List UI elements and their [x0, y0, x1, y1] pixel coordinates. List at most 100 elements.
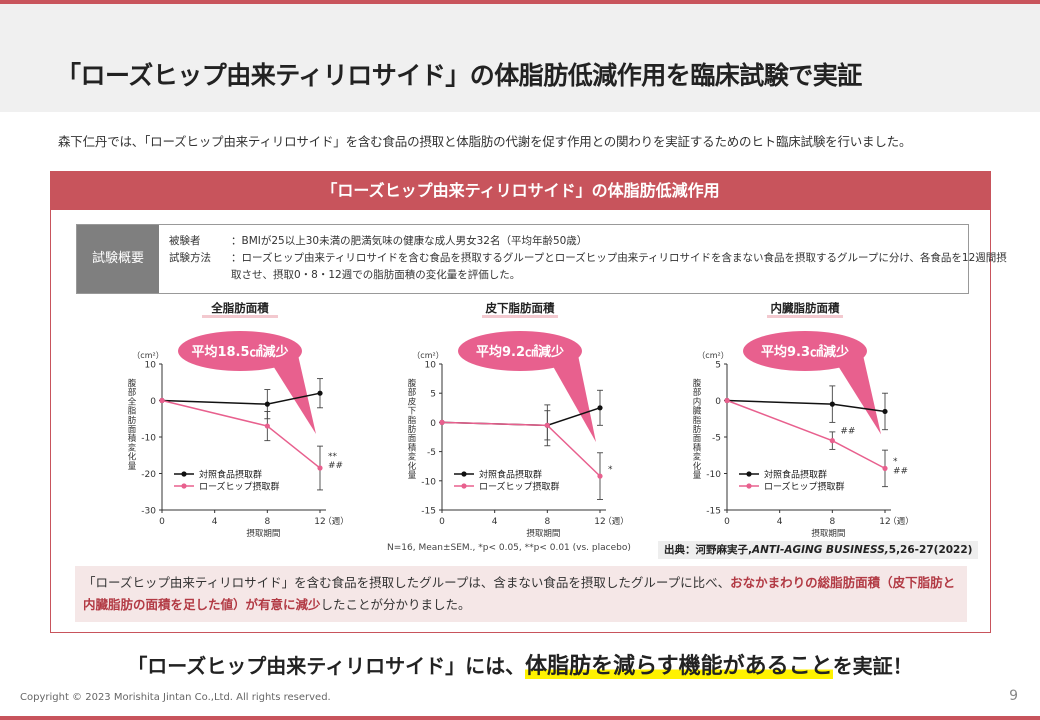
- chart-title: 全脂肪面積: [210, 301, 269, 315]
- y-tick-label: -10: [421, 477, 436, 487]
- y-axis-label-char: 化: [693, 461, 702, 472]
- significance-mark: ##: [840, 426, 855, 436]
- source-suffix: 5,26-27(2022): [888, 544, 973, 556]
- page-number: 9: [1009, 688, 1018, 704]
- y-axis-label-char: 肪: [128, 415, 137, 426]
- data-point: [829, 438, 835, 444]
- y-axis-label-char: 量: [128, 462, 137, 472]
- callout-tail: [550, 355, 596, 443]
- conclusion-highlight: 体脂肪を減らす機能があること: [525, 654, 833, 679]
- y-unit: （cm²）: [412, 351, 443, 360]
- y-axis-label-char: 化: [408, 461, 417, 472]
- y-axis-label-char: 量: [408, 471, 417, 481]
- conclusion-1: 「ローズヒップ由来ティリロサイド」には、: [127, 654, 526, 678]
- y-axis-label-char: 脂: [693, 415, 702, 426]
- copyright: Copyright © 2023 Morishita Jintan Co.,Lt…: [20, 692, 331, 703]
- panel-title: 「ローズヒップ由来ティリロサイド」の体脂肪低減作用: [51, 172, 990, 210]
- y-axis-label-char: 内: [693, 396, 702, 407]
- legend-label: ローズヒップ摂取群: [479, 481, 560, 493]
- legend-label: ローズヒップ摂取群: [764, 481, 845, 493]
- y-axis-label-char: 部: [693, 387, 702, 398]
- y-axis-label-char: 肪: [408, 424, 417, 435]
- y-tick-label: -15: [421, 507, 436, 517]
- x-tick-label: 4: [492, 517, 498, 527]
- chart-title: 皮下脂肪面積: [485, 301, 555, 315]
- significance-mark: ##: [328, 461, 343, 471]
- intro-text: 森下仁丹では、「ローズヒップ由来ティリロサイド」を含む食品の摂取と体脂肪の代謝を…: [58, 134, 912, 149]
- page-title: 「ローズヒップ由来ティリロサイド」の体脂肪低減作用を臨床試験で実証: [56, 61, 862, 90]
- y-tick-label: -10: [706, 470, 721, 480]
- summary-text-1: 「ローズヒップ由来ティリロサイド」を含む食品を摂取したグループは、含まない食品を…: [83, 575, 731, 590]
- data-point: [882, 465, 888, 471]
- x-tick-label: 12: [594, 517, 605, 527]
- series-line-1: [726, 399, 886, 470]
- y-axis-label-char: 積: [693, 442, 702, 453]
- y-axis-label-char: 化: [128, 452, 137, 463]
- y-tick-label: -15: [706, 507, 721, 517]
- callout-text: 平均9.3㎠減少: [761, 344, 849, 360]
- y-tick-label: 5: [430, 390, 436, 400]
- chart-total-fat: 全脂肪面積 10 0 -10 -20 -30 0 4 8 12 （週） 摂取期間 （cm²）腹部全脂肪面…: [120, 296, 390, 545]
- data-point: [829, 401, 835, 407]
- source-citation: 出典：河野麻実子,ANTI-AGING BUSINESS,5,26-27(202…: [658, 541, 979, 559]
- y-axis-label-char: 腹: [128, 378, 137, 389]
- y-tick-label: 0: [430, 419, 436, 429]
- y-axis-label-char: 変: [693, 452, 702, 463]
- y-axis-label-char: 面: [693, 434, 702, 444]
- x-tick-label: 8: [829, 517, 835, 527]
- series-line-1: [161, 399, 321, 469]
- y-axis-label-char: 腹: [408, 378, 417, 389]
- legend-marker: [461, 483, 467, 489]
- y-tick-label: 5: [715, 361, 721, 371]
- y-axis-label-char: 部: [408, 387, 417, 398]
- y-axis-label-char: 面: [408, 434, 417, 444]
- y-axis-label-char: 積: [408, 442, 417, 453]
- y-tick-label: 10: [145, 361, 157, 371]
- summary-emphasis: おなかまわりの総脂肪面積（皮下脂肪と内臓脂肪の面積を足した値）が有意に減少: [83, 575, 956, 612]
- x-tick-label: 4: [777, 517, 783, 527]
- y-axis-label-char: 量: [693, 471, 702, 481]
- y-axis-label-char: 脂: [408, 415, 417, 426]
- data-point: [882, 408, 888, 415]
- source-journal: ANTI-AGING BUSINESS,: [752, 544, 889, 556]
- x-tick-label: 0: [159, 517, 165, 527]
- data-point: [724, 397, 730, 404]
- legend-marker: [181, 471, 187, 477]
- legend-label: 対照食品摂取群: [764, 469, 827, 481]
- conclusion: 「ローズヒップ由来ティリロサイド」には、体脂肪を減らす機能があることを実証！: [0, 648, 1040, 680]
- x-axis-label: 摂取期間: [246, 528, 280, 539]
- callout-text: 平均18.5㎠減少: [191, 344, 288, 360]
- y-axis-label-char: 面: [128, 425, 137, 435]
- summary-box: 「ローズヒップ由来ティリロサイド」を含む食品を摂取したグループは、含まない食品を…: [75, 566, 967, 622]
- chart-title: 内臓脂肪面積: [771, 301, 840, 315]
- y-axis-label-char: 部: [128, 387, 137, 398]
- y-tick-label: -5: [427, 448, 436, 458]
- x-axis-label: 摂取期間: [526, 528, 560, 539]
- callout-bubble: [178, 331, 302, 371]
- legend-label: 対照食品摂取群: [199, 469, 262, 481]
- data-point: [159, 397, 165, 404]
- header: 「ローズヒップ由来ティリロサイド」の体脂肪低減作用を臨床試験で実証: [0, 4, 1040, 112]
- y-axis-label-char: 全: [128, 396, 137, 407]
- chart-subcutaneous-fat: 皮下脂肪面積 10 5 0 -5 -10 -15 0 4 8 12 （週） 摂取期間 （cm²）腹部皮下脂…: [400, 296, 670, 545]
- y-axis-label-char: 下: [408, 407, 417, 417]
- callout-tail: [835, 355, 881, 435]
- data-point: [597, 473, 603, 479]
- x-axis-label: 摂取期間: [811, 528, 845, 539]
- y-tick-label: 0: [150, 397, 156, 407]
- y-unit: （cm²）: [697, 351, 728, 360]
- legend-marker: [746, 483, 752, 489]
- legend-marker: [181, 483, 187, 489]
- x-tick-label: 4: [212, 517, 218, 527]
- callout-tail: [270, 355, 316, 435]
- data-point: [439, 419, 445, 425]
- x-tick-label: 12: [879, 517, 890, 527]
- y-axis-label-char: 皮: [408, 396, 417, 407]
- conclusion-2: を実証！: [832, 654, 913, 678]
- data-point: [597, 405, 603, 411]
- y-axis-label-char: 腹: [693, 378, 702, 389]
- x-unit: （週）: [888, 516, 914, 527]
- study-overview: 試験概要 被験者 ：BMIが25以上30未満の肥満気味の健康な成人男女32名（平均…: [76, 224, 1007, 294]
